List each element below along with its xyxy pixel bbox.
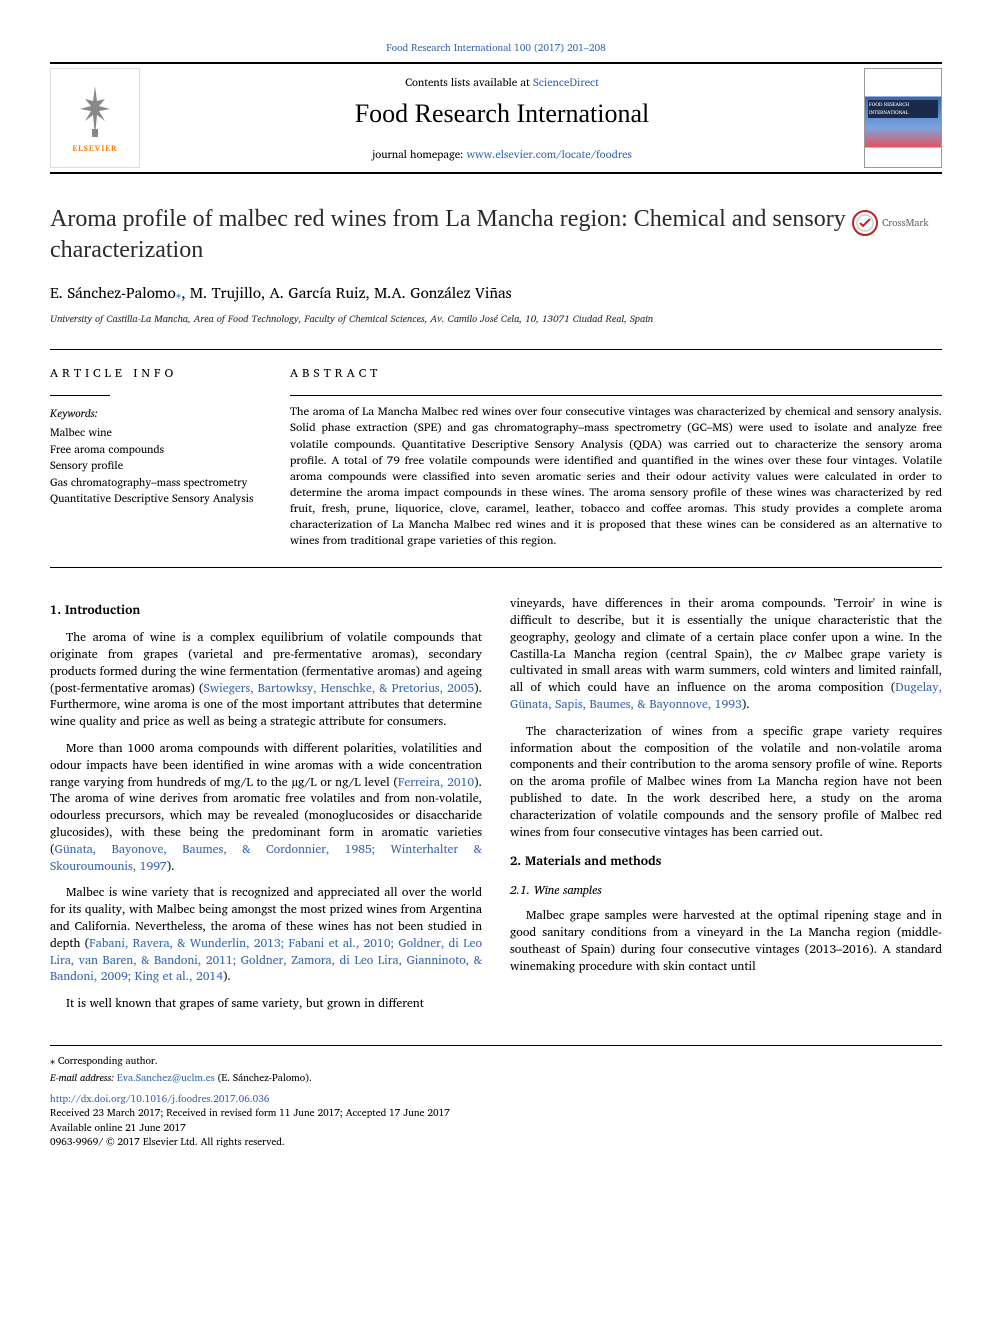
paragraph: More than 1000 aroma compounds with diff… [50, 741, 482, 875]
article-info-column: ARTICLE INFO Keywords: Malbec wine Free … [50, 364, 290, 549]
subsection-2-1-heading: 2.1. Wine samples [510, 881, 942, 900]
contents-prefix: Contents lists available at [405, 73, 533, 91]
history-line: Received 23 March 2017; Received in revi… [50, 1106, 942, 1121]
paragraph: The aroma of wine is a complex equilibri… [50, 630, 482, 731]
keywords-label: Keywords: [50, 404, 270, 422]
authors-line: E. Sánchez-Palomo⁎, M. Trujillo, A. Garc… [50, 280, 942, 305]
citation-link[interactable]: Günata, Bayonove, Baumes, & Cordonnier, … [50, 840, 482, 876]
keyword-item: Malbec wine [50, 424, 270, 441]
homepage-prefix: journal homepage: [372, 145, 466, 163]
abstract-label: ABSTRACT [290, 364, 942, 383]
contents-line: Contents lists available at ScienceDirec… [140, 73, 864, 91]
crossmark-label: CrossMark [882, 215, 929, 231]
crossmark-badge[interactable]: CrossMark [852, 210, 942, 236]
keyword-item: Gas chromatography–mass spectrometry [50, 474, 270, 491]
paragraph: vineyards, have differences in their aro… [510, 596, 942, 714]
citation-link[interactable]: Fabani, Ravera, & Wunderlin, 2013; Faban… [50, 934, 482, 987]
keywords-list: Malbec wine Free aroma compounds Sensory… [50, 424, 270, 507]
paragraph: The characterization of wines from a spe… [510, 724, 942, 842]
journal-cover-thumbnail [864, 68, 942, 168]
publisher-logo: ELSEVIER [50, 68, 140, 168]
abstract-column: ABSTRACT The aroma of La Mancha Malbec r… [290, 364, 942, 549]
author-1: E. Sánchez-Palomo [50, 280, 176, 305]
corresponding-author-note: ⁎ Corresponding author. [50, 1054, 942, 1069]
crossmark-icon [852, 210, 878, 236]
authors-rest: , M. Trujillo, A. García Ruiz, M.A. Gonz… [181, 280, 511, 305]
abstract-text: The aroma of La Mancha Malbec red wines … [290, 404, 942, 549]
homepage-line: journal homepage: www.elsevier.com/locat… [140, 145, 864, 163]
header-center: Contents lists available at ScienceDirec… [140, 73, 864, 163]
online-date: Available online 21 June 2017 [50, 1121, 942, 1136]
journal-header: ELSEVIER Contents lists available at Sci… [50, 62, 942, 174]
sciencedirect-link[interactable]: ScienceDirect [533, 73, 599, 91]
homepage-link[interactable]: www.elsevier.com/locate/foodres [466, 145, 631, 163]
title-row: Aroma profile of malbec red wines from L… [50, 204, 942, 266]
paragraph: Malbec grape samples were harvested at t… [510, 908, 942, 975]
keyword-item: Quantitative Descriptive Sensory Analysi… [50, 490, 270, 507]
body-columns: 1. Introduction The aroma of wine is a c… [50, 596, 942, 1023]
affiliation: University of Castilla-La Mancha, Area o… [50, 311, 942, 327]
journal-ref-line: Food Research International 100 (2017) 2… [50, 40, 942, 56]
email-link[interactable]: Eva.Sanchez@uclm.es [117, 1070, 215, 1086]
footer-block: ⁎ Corresponding author. E-mail address: … [50, 1045, 942, 1150]
journal-name: Food Research International [140, 99, 864, 129]
paragraph: Malbec is wine variety that is recognize… [50, 885, 482, 986]
keyword-item: Sensory profile [50, 457, 270, 474]
publisher-name: ELSEVIER [72, 141, 117, 155]
email-label: E-mail address: [50, 1070, 117, 1086]
journal-ref-link[interactable]: Food Research International 100 (2017) 2… [386, 40, 606, 56]
keyword-item: Free aroma compounds [50, 441, 270, 458]
abstract-divider [290, 395, 942, 396]
paragraph: It is well known that grapes of same var… [50, 996, 482, 1013]
copyright-line: 0963-9969/ © 2017 Elsevier Ltd. All righ… [50, 1135, 942, 1150]
section-1-heading: 1. Introduction [50, 600, 482, 620]
elsevier-tree-icon [65, 81, 125, 141]
article-title: Aroma profile of malbec red wines from L… [50, 204, 852, 266]
info-divider [50, 395, 110, 396]
body-right-column: vineyards, have differences in their aro… [510, 596, 942, 1023]
article-info-label: ARTICLE INFO [50, 364, 270, 383]
section-2-heading: 2. Materials and methods [510, 851, 942, 871]
info-abstract-block: ARTICLE INFO Keywords: Malbec wine Free … [50, 349, 942, 568]
email-suffix: (E. Sánchez-Palomo). [215, 1070, 312, 1086]
email-line: E-mail address: Eva.Sanchez@uclm.es (E. … [50, 1071, 942, 1086]
body-left-column: 1. Introduction The aroma of wine is a c… [50, 596, 482, 1023]
